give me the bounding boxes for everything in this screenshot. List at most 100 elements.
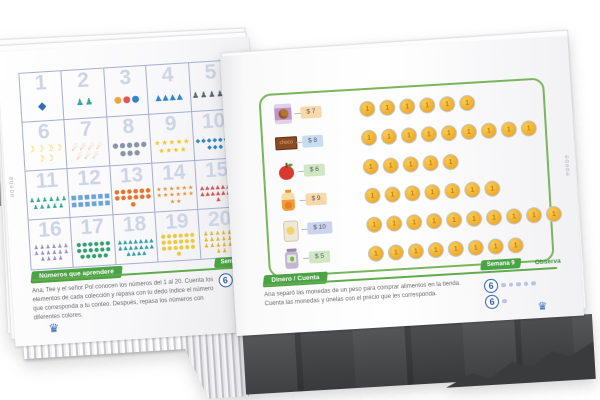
level-dot [523,281,529,287]
one-peso-coin-icon: 1 [380,128,398,146]
moon-yellow-icon: ● [167,245,173,252]
ufo-icon: ● [139,193,146,201]
cell-icon-group: ♟ ♟ [74,90,95,118]
space-station-icon: ■ [97,199,104,207]
one-peso-coin-icon: 1 [384,186,401,204]
cell-icon-group: ★ ★ ★ ★ ★ ★ ★ ★ ★ ★ ★ ★ ★ ★ [154,182,197,212]
grid-cell-13: 13 ● ● ● ● ● ● ● ● ● ● ● ● ● [110,163,156,216]
rocket-red-icon: ▲ [205,190,210,197]
telescope-icon: ◆ [37,98,47,113]
one-peso-coin-icon: 1 [463,181,481,199]
cell-number: 15 [204,158,229,183]
alien-purple-icon: ♟ [58,255,64,262]
rocket-teal-icon: ▲ [118,245,123,252]
price-tag: $ 6 [303,163,326,177]
rocket-red-icon: ▲ [216,195,221,203]
price-tag: $ 7 [300,105,322,119]
satellite-icon: ◆ [200,137,207,145]
grid-cell-8: 8 ● ● ● ● ● ● ● ● [107,114,153,167]
alien-purple-icon: ♟ [33,250,40,258]
level-dot [500,282,506,288]
sun-icon: ★ [175,197,182,205]
food-item-chips: $ 10 [280,214,367,243]
alien-teal-icon: ♟ [45,202,52,210]
one-peso-coin-icon: 1 [364,187,381,205]
alien-purple-icon: ♟ [63,249,69,256]
level-indicator: 6 [484,294,507,310]
publisher-spine-text: edebé [8,175,17,198]
chips-icon [280,218,301,243]
cell-number: 18 [122,212,147,237]
one-peso-coin-icon: 1 [438,95,456,113]
astronaut-gold-icon: ♟ [216,248,222,255]
one-peso-coin-icon: 1 [422,154,440,172]
one-peso-coin-icon: 1 [367,245,385,263]
planet-teal-icon: ● [97,252,103,260]
price-tag: $ 9 [305,192,327,206]
space-station-icon: ■ [91,199,98,208]
asteroid-icon: ● [126,148,134,157]
one-peso-coin-icon: 1 [458,94,476,112]
cell-icon-group: ● ● ● ● ● ● ● ● ● ● ● ● ● [111,185,154,215]
cell-number: 16 [37,217,63,242]
food-item-juice: $ 9 [278,185,365,212]
planet-teal-icon: ● [85,253,91,261]
one-peso-coin-icon: 1 [520,119,538,137]
one-peso-coin-icon: 1 [423,183,441,201]
comet-icon: ☄ [92,150,100,160]
cell-icon-group: ▲ ▲ ▲ ▲ ▲ ▲ ▲ ▲ ▲ ▲ ▲ ▲ ▲ ▲ ▲ ▲ ▲ ▲ [115,234,158,265]
food-item-jar: $ 5 [281,243,368,270]
cell-number: 14 [161,160,187,186]
one-peso-coin-icon: 1 [418,96,436,114]
moon-crescent-icon: ☽ [54,143,63,154]
ufo-icon: ● [130,200,137,208]
numbers-grid: 1◆2♟♟3●●●4▲▲▲▲5♟♟♟♟♟6☽☽☽☽☽☽7☄☄☄☄☄☄☄8●●●●… [18,59,245,271]
cell-icon-group: ♟ ♟ ♟ ♟ ♟ ♟ ♟ ♟ ♟ ♟ ♟ ♟ ♟ ♟ ♟ ♟ [30,239,73,270]
choco-icon: choco [274,131,298,154]
one-peso-coin-icon: 1 [545,205,563,223]
food-item-apple: $ 6 [276,156,363,183]
asteroid-icon: ● [140,139,148,149]
grid-cell-9: 9 ★ ★ ★ ★ ★ ★ ★ ★ ★ [149,112,195,164]
one-peso-coin-icon: 1 [382,157,400,175]
cell-icon-group: ● ● ● [112,87,141,116]
one-peso-coin-icon: 1 [525,206,543,224]
alien-purple-icon: ♟ [46,256,52,263]
cell-number: 6 [37,120,51,144]
planet-teal-icon: ● [91,253,97,260]
ufo-icon: ● [114,195,121,203]
cell-icon-group: ● ● ● ● ● ● ● ● [108,136,151,166]
moon-yellow-icon: ● [161,245,167,253]
one-peso-coin-icon: 1 [403,184,421,202]
page-stack-edge-corner [183,332,249,400]
alien-teal-icon: ♟ [58,201,65,210]
space-station-icon: ■ [71,200,78,209]
grid-cell-4: 4 ▲ ▲ ▲ ▲ [146,63,192,115]
ufo-icon: ● [120,194,127,202]
star-icon: ★ [158,146,165,155]
one-peso-coin-icon: 1 [407,242,425,260]
choco-label: choco [279,139,294,147]
one-peso-coin-icon: 1 [405,213,423,231]
one-peso-coin-icon: 1 [505,207,523,225]
level-number: 6 [217,272,233,288]
rocket-teal-icon: ▲ [131,250,137,258]
publisher-spine-text: edebé [564,153,572,176]
level-dot [508,282,514,288]
rocket-red-icon: ▲ [220,189,226,196]
one-peso-coin-icon: 1 [358,100,376,118]
cell-number: 13 [119,163,144,188]
level-number: 6 [483,278,499,294]
asteroid-icon: ● [119,148,127,158]
price-tag: $ 10 [307,221,333,235]
cell-icon-group: ♟ ♟ ♟ ♟ ♟ ♟ ♟ ♟ ♟ ♟ ♟ [27,190,70,220]
juice-icon [278,189,299,212]
star-icon: ★ [172,145,180,154]
one-peso-coin-icon: 1 [420,125,438,143]
